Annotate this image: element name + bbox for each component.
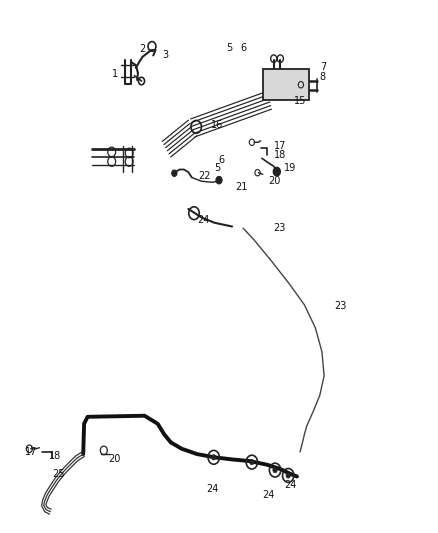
Text: 3: 3 bbox=[162, 50, 168, 60]
Text: 17: 17 bbox=[274, 141, 286, 151]
Text: 17: 17 bbox=[25, 447, 38, 457]
Circle shape bbox=[250, 459, 254, 465]
Circle shape bbox=[172, 170, 177, 176]
Text: 25: 25 bbox=[53, 470, 65, 479]
Text: 18: 18 bbox=[49, 451, 61, 461]
Text: 23: 23 bbox=[334, 302, 346, 311]
Text: 16: 16 bbox=[211, 120, 223, 130]
Circle shape bbox=[273, 167, 280, 176]
Circle shape bbox=[216, 176, 222, 184]
Text: 6: 6 bbox=[240, 43, 246, 53]
Text: 5: 5 bbox=[215, 164, 221, 173]
Text: 8: 8 bbox=[320, 72, 326, 82]
Text: 24: 24 bbox=[262, 490, 274, 499]
Text: 5: 5 bbox=[226, 43, 232, 53]
Text: 15: 15 bbox=[293, 96, 306, 106]
Text: 21: 21 bbox=[235, 182, 247, 191]
Circle shape bbox=[273, 467, 277, 473]
Bar bbox=[263, 69, 309, 100]
Text: 24: 24 bbox=[207, 484, 219, 494]
Text: 1: 1 bbox=[112, 69, 118, 78]
Text: 2: 2 bbox=[139, 44, 145, 54]
Text: 22: 22 bbox=[198, 171, 211, 181]
Text: 18: 18 bbox=[274, 150, 286, 159]
Text: 20: 20 bbox=[109, 455, 121, 464]
Text: 20: 20 bbox=[268, 176, 280, 186]
Text: 19: 19 bbox=[284, 163, 296, 173]
Text: 6: 6 bbox=[218, 155, 224, 165]
Circle shape bbox=[286, 473, 290, 478]
Circle shape bbox=[212, 455, 216, 460]
Text: 24: 24 bbox=[197, 215, 209, 224]
Text: 23: 23 bbox=[273, 223, 286, 233]
Text: 24: 24 bbox=[284, 480, 296, 490]
Text: 7: 7 bbox=[320, 62, 326, 72]
